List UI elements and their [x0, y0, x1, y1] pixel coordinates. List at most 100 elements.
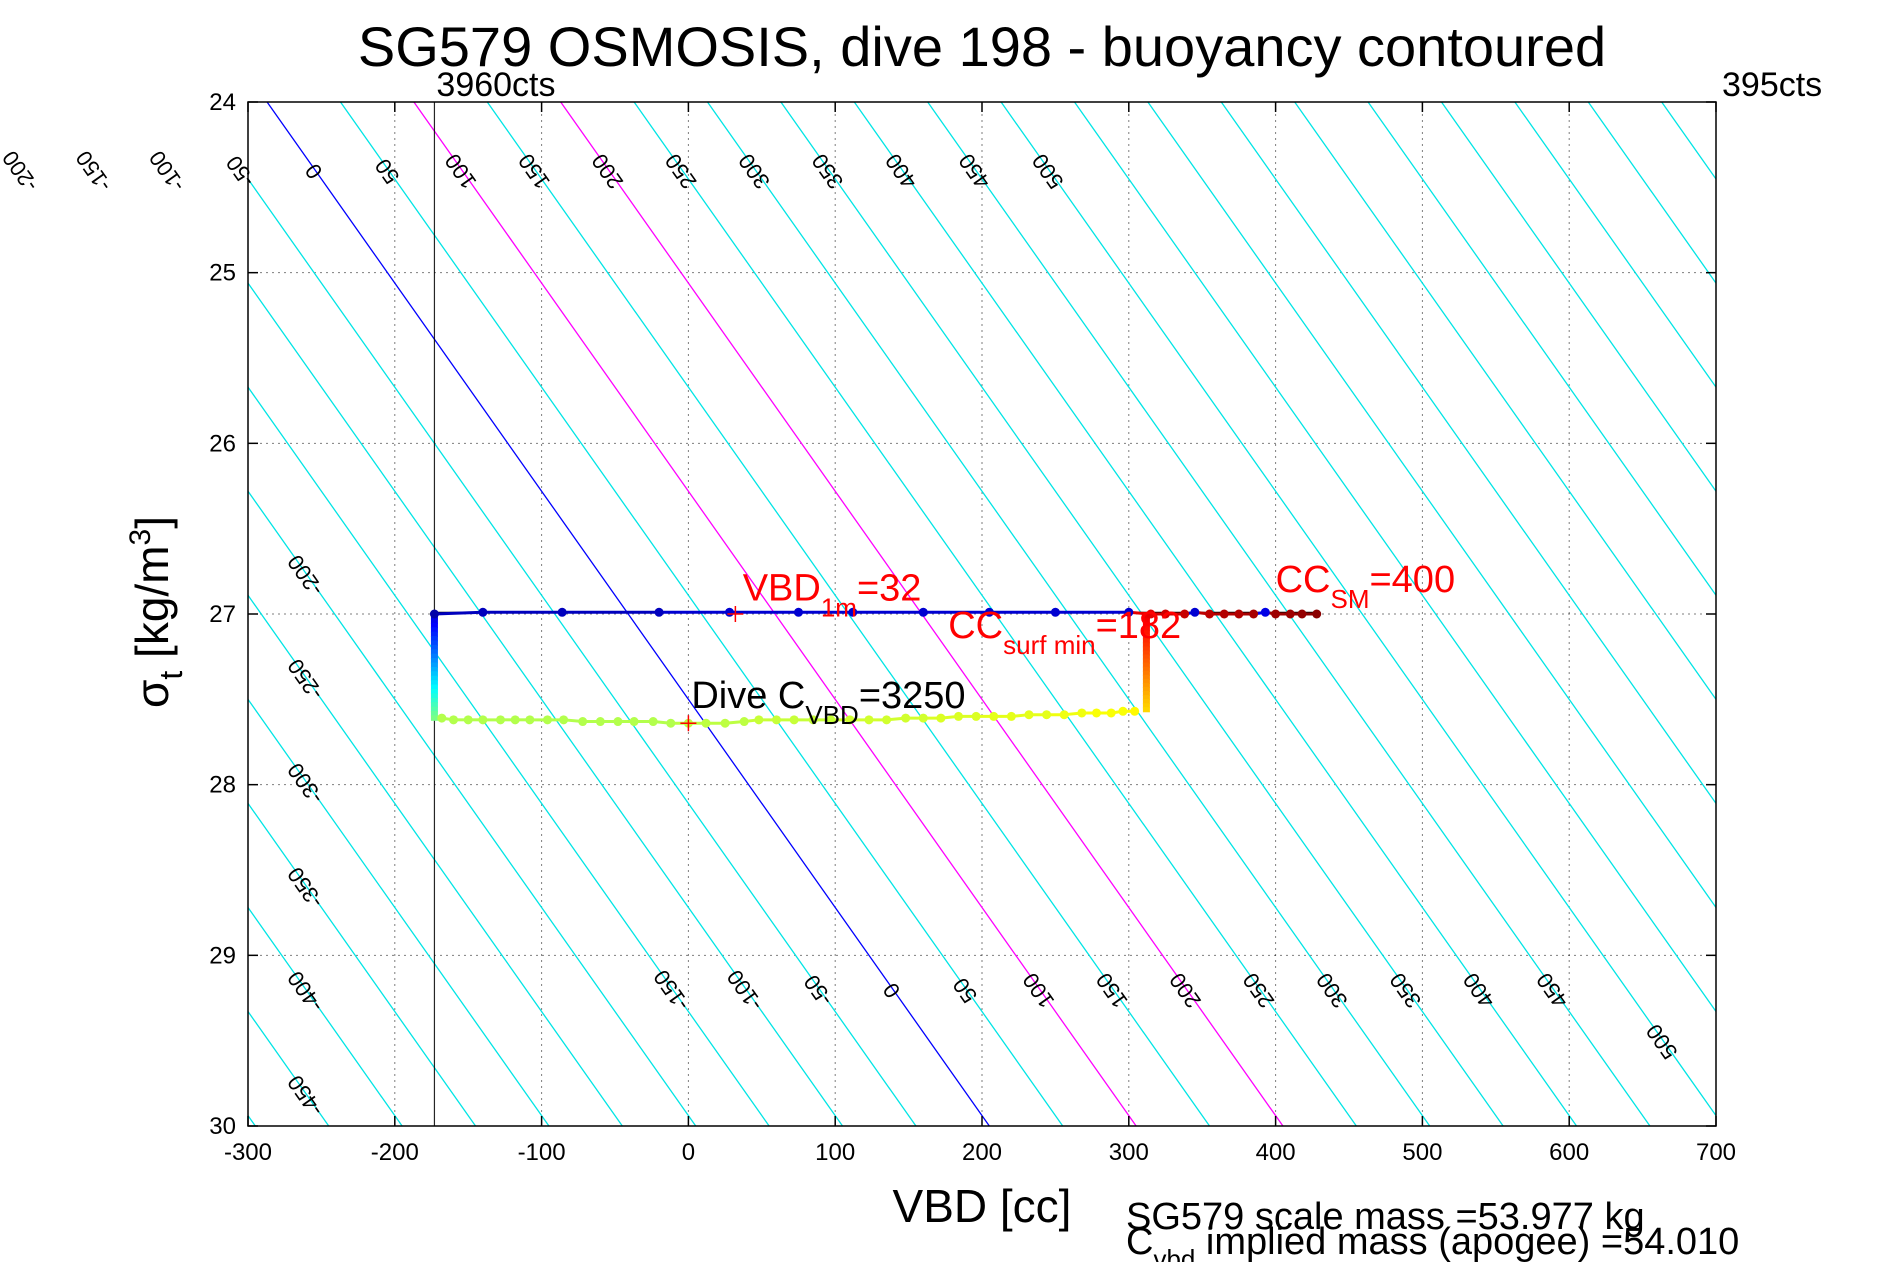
data-point	[725, 607, 735, 617]
data-point	[557, 607, 567, 617]
x-tick-label: 0	[682, 1139, 695, 1166]
data-point	[525, 715, 535, 725]
data-point	[794, 607, 803, 617]
x-tick-label: 600	[1549, 1139, 1589, 1166]
data-point	[629, 717, 639, 727]
data-point	[754, 715, 764, 725]
series-line-segment	[434, 610, 483, 616]
x-tick-label: 500	[1402, 1139, 1442, 1166]
data-point	[789, 715, 799, 725]
annotations: VBD1m=32 CCsurf min=182 CCSM=400 Dive CVBD=…	[691, 559, 1455, 730]
data-point	[720, 718, 730, 728]
x-tick-label: -100	[518, 1139, 566, 1166]
vbd-min-label: 3960cts	[436, 66, 555, 104]
data-point	[1234, 609, 1244, 619]
data-point	[449, 715, 459, 725]
x-tick-label: 700	[1696, 1139, 1736, 1166]
contour-line	[266, 102, 990, 1126]
contour-line	[413, 102, 1137, 1126]
contour-line	[706, 102, 1431, 1126]
data-point	[918, 607, 928, 617]
y-axis-label: σt [kg/m3]	[124, 516, 189, 708]
x-tick-label: 100	[815, 1139, 855, 1166]
data-point	[613, 717, 623, 727]
contour-line	[1440, 102, 1716, 493]
data-point	[989, 711, 999, 721]
data-point	[1077, 708, 1087, 718]
profile-bars	[430, 614, 1150, 721]
data-point	[1249, 609, 1259, 619]
data-point	[1260, 607, 1270, 617]
cc-sm-annotation: CCSM=400	[1276, 559, 1455, 614]
x-tick-label: 200	[962, 1139, 1002, 1166]
y-tick-label: 29	[209, 942, 236, 969]
data-point	[1006, 711, 1016, 721]
data-point	[510, 715, 520, 725]
data-point	[1271, 609, 1281, 619]
data-point	[848, 607, 858, 617]
vbd-max-label: 395cts	[1722, 66, 1822, 104]
contour-line	[248, 906, 403, 1126]
data-point	[463, 715, 473, 725]
contour-line	[486, 102, 1211, 1126]
data-point	[845, 715, 855, 725]
data-point	[882, 715, 892, 725]
data-point	[654, 607, 664, 617]
contour-line	[248, 177, 917, 1126]
y-tick-label: 28	[209, 772, 236, 799]
data-point	[1146, 609, 1156, 619]
x-tick-label: 300	[1109, 1139, 1149, 1166]
data-point	[1118, 706, 1128, 716]
data-point	[971, 711, 981, 721]
contour-line	[248, 490, 697, 1126]
contour-line	[339, 102, 1064, 1126]
data-point	[808, 715, 818, 725]
mass-footer: SG579 scale mass =53.977 kg Cvbd implied…	[1126, 1196, 1739, 1262]
data-point	[1190, 607, 1200, 617]
data-point	[578, 717, 588, 727]
implied-mass-text: Cvbd implied mass (apogee) =54.010	[1126, 1221, 1739, 1262]
data-point	[1124, 607, 1134, 617]
data-point	[478, 715, 488, 725]
data-point	[1024, 710, 1034, 720]
dive-cvbd-annotation: Dive CVBD=3250	[691, 675, 965, 730]
data-point	[1092, 708, 1102, 718]
data-point	[1130, 706, 1140, 716]
data-point	[954, 711, 964, 721]
x-tick-label: -300	[224, 1139, 272, 1166]
data-point	[984, 607, 994, 617]
data-point	[1161, 609, 1170, 619]
x-tick-label: -200	[371, 1139, 419, 1166]
data-point	[1180, 609, 1190, 619]
data-point	[1205, 609, 1215, 619]
y-tick-label: 26	[209, 430, 236, 457]
contour-line	[1147, 102, 1716, 909]
y-tick-label: 24	[209, 89, 236, 116]
contour-line	[1514, 102, 1716, 389]
scale-mass-text: SG579 scale mass =53.977 kg	[1126, 1196, 1645, 1238]
data-point	[429, 609, 439, 619]
x-tick-label: 400	[1256, 1139, 1296, 1166]
contour-line	[1294, 102, 1716, 701]
data-point	[1312, 609, 1322, 619]
contour-line	[248, 386, 770, 1126]
contour-line	[248, 698, 550, 1126]
x-axis-label: VBD [cc]	[893, 1180, 1072, 1232]
contour-line	[1220, 102, 1716, 805]
y-tick-label: 27	[209, 601, 236, 628]
data-point	[1297, 609, 1307, 619]
data-point	[559, 715, 569, 725]
vbd-1m-annotation: VBD1m=32	[743, 567, 922, 622]
contour-line	[248, 594, 623, 1126]
data-point	[701, 718, 711, 728]
data-point	[495, 715, 505, 725]
vbd-limits: 3960cts 395cts	[433, 66, 1822, 1126]
contour-line	[1000, 102, 1716, 1117]
data-point	[901, 713, 911, 723]
axes: -300 -200 -100 0 100 200 300 400 500 600 700 24 25 26…	[209, 89, 1736, 1166]
data-point	[1106, 708, 1116, 718]
data-point	[1050, 607, 1060, 617]
data-point	[1285, 609, 1295, 619]
